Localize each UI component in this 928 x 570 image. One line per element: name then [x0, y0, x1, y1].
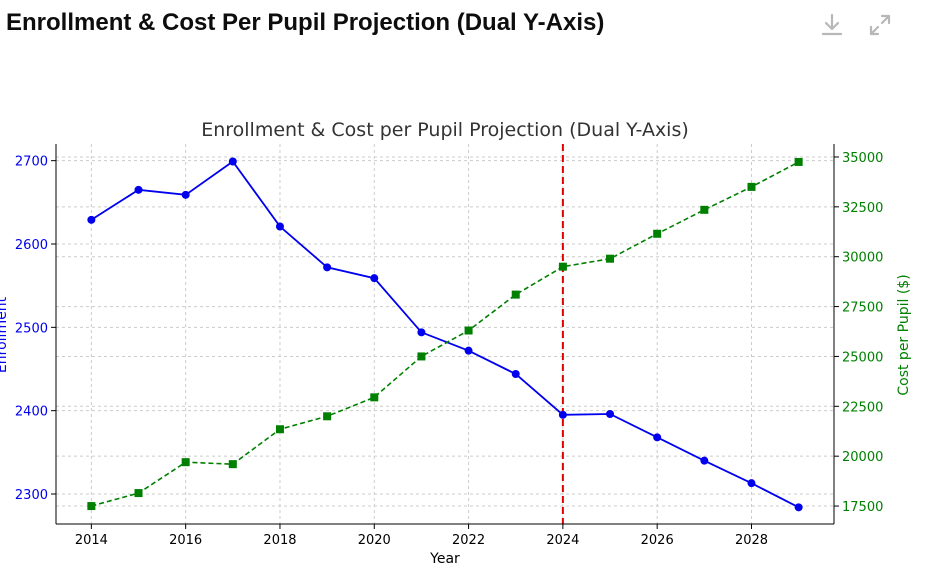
enrollment-point [323, 263, 332, 272]
y-tick-label-right: 27500 [842, 301, 883, 316]
y-tick-label-right: 25000 [842, 350, 883, 365]
x-axis-label: Year [429, 551, 460, 566]
dual-axis-line-chart: Enrollment & Cost per Pupil Projection (… [0, 119, 912, 567]
cost-point [87, 502, 96, 511]
chart-title: Enrollment & Cost per Pupil Projection (… [201, 119, 689, 141]
cost-point [370, 393, 379, 402]
x-tick-label: 2020 [358, 533, 391, 548]
y-axis-left-label: Enrollment [0, 296, 10, 373]
cost-point [700, 205, 709, 214]
x-tick-label: 2028 [735, 533, 768, 548]
enrollment-point [228, 157, 237, 166]
enrollment-line [90, 160, 800, 509]
y-tick-label-right: 35000 [842, 151, 883, 166]
x-tick-label: 2018 [263, 533, 296, 548]
cost-point [181, 458, 190, 467]
expand-icon[interactable] [867, 12, 893, 38]
enrollment-point [606, 410, 615, 418]
y-tick-label-left: 2600 [15, 238, 48, 253]
x-tick-label: 2026 [641, 533, 674, 548]
cost-point [558, 262, 567, 271]
y-tick-label-right: 32500 [842, 201, 883, 216]
cost-line [91, 161, 799, 507]
y-tick-label-left: 2500 [15, 321, 48, 336]
enrollment-point [700, 456, 709, 465]
y-tick-label-left: 2400 [15, 405, 48, 420]
enrollment-point [370, 274, 379, 283]
cost-point [511, 290, 520, 299]
enrollment-point [653, 433, 662, 442]
chart-container: Enrollment & Cost per Pupil Projection (… [0, 100, 928, 567]
enrollment-point [134, 185, 143, 194]
y-axis-right-label: Cost per Pupil ($) [896, 274, 912, 395]
cost-point [747, 182, 756, 191]
x-tick-label: 2016 [169, 533, 202, 548]
cost-point [228, 460, 237, 469]
enrollment-point [275, 222, 284, 231]
x-tick-label: 2022 [452, 533, 485, 548]
y-tick-label-left: 2300 [15, 488, 48, 503]
axes: 2014 2016 2018 2020 2022 2024 2026 2028 2300 2400… [15, 144, 883, 548]
page-title: Enrollment & Cost Per Pupil Projection (… [6, 9, 605, 36]
enrollment-point [181, 190, 190, 199]
cost-point [134, 489, 143, 498]
y-tick-label-left: 2700 [15, 155, 48, 170]
y-tick-label-right: 20000 [842, 450, 883, 465]
enrollment-point [511, 370, 520, 378]
cost-point [653, 229, 662, 238]
enrollment-point [747, 479, 756, 488]
enrollment-point [464, 346, 473, 355]
x-tick-label: 2014 [75, 533, 108, 548]
cost-point [794, 157, 803, 166]
cost-point [606, 254, 615, 263]
enrollment-point [794, 503, 803, 512]
enrollment-point [558, 410, 567, 419]
cost-point [417, 352, 426, 361]
enrollment-point [417, 328, 426, 337]
y-tick-label-right: 17500 [842, 500, 883, 515]
enrollment-point [87, 215, 96, 224]
download-icon[interactable] [819, 12, 845, 38]
x-tick-label: 2024 [546, 533, 579, 548]
cost-point [323, 412, 332, 421]
y-tick-label-right: 30000 [842, 251, 883, 266]
series [87, 157, 803, 512]
y-tick-label-right: 22500 [842, 400, 883, 415]
cost-point [275, 425, 284, 434]
cost-point [464, 326, 473, 335]
page-header: Enrollment & Cost Per Pupil Projection (… [0, 0, 928, 60]
